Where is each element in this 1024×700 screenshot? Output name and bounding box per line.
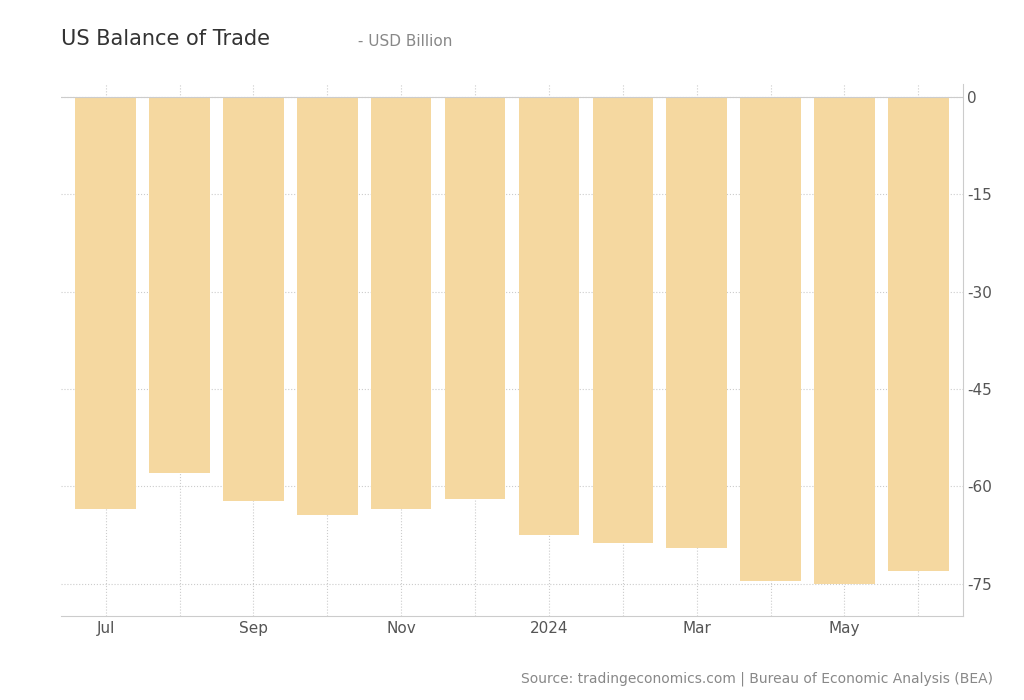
Bar bbox=[76, 97, 136, 509]
Bar bbox=[593, 97, 653, 543]
Bar bbox=[740, 97, 801, 581]
Bar bbox=[297, 97, 357, 515]
Bar bbox=[518, 97, 580, 535]
Bar bbox=[814, 97, 874, 584]
Bar bbox=[150, 97, 210, 473]
Bar bbox=[888, 97, 948, 571]
Bar bbox=[444, 97, 506, 499]
Bar bbox=[667, 97, 727, 548]
Text: Source: tradingeconomics.com | Bureau of Economic Analysis (BEA): Source: tradingeconomics.com | Bureau of… bbox=[521, 671, 993, 686]
Bar bbox=[223, 97, 284, 500]
Text: US Balance of Trade: US Balance of Trade bbox=[61, 29, 270, 49]
Text: - USD Billion: - USD Billion bbox=[353, 34, 453, 49]
Bar bbox=[371, 97, 431, 509]
